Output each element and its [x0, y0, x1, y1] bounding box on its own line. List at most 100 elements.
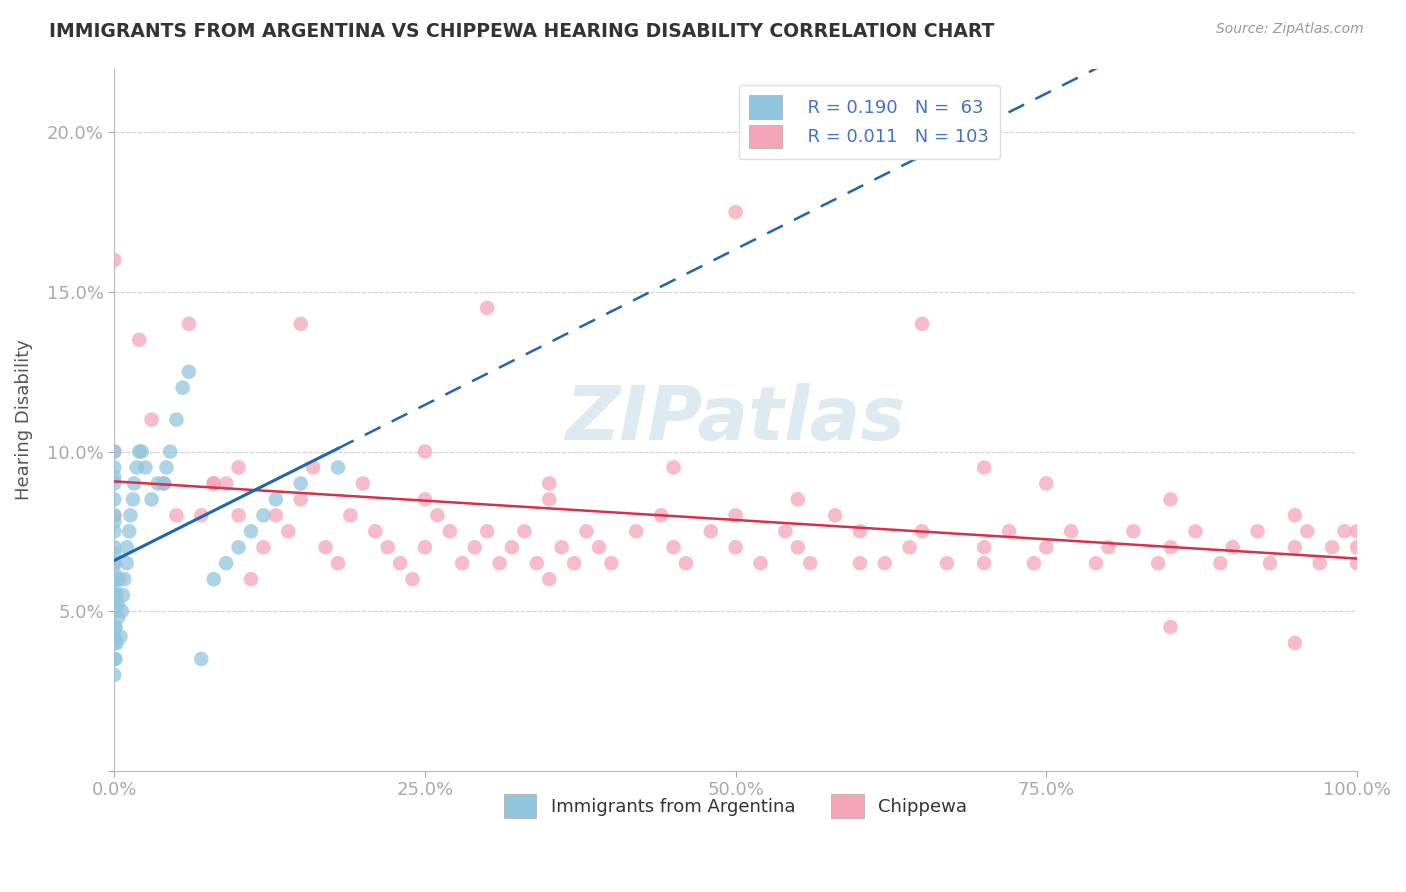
Point [105, 588, 128, 602]
Point [103, 630, 125, 644]
Point [103, 652, 125, 666]
Point [1258, 556, 1281, 570]
Point [155, 460, 177, 475]
Point [103, 444, 125, 458]
Point [122, 476, 145, 491]
Point [1060, 524, 1083, 539]
Point [339, 508, 361, 523]
Point [600, 556, 623, 570]
Point [401, 572, 423, 586]
Point [749, 556, 772, 570]
Point [799, 556, 821, 570]
Point [264, 492, 287, 507]
Point [177, 365, 200, 379]
Point [172, 381, 194, 395]
Point [1035, 541, 1057, 555]
Point [107, 610, 129, 624]
Point [1284, 541, 1306, 555]
Point [141, 492, 163, 507]
Point [513, 524, 536, 539]
Point [413, 541, 436, 555]
Point [103, 620, 125, 634]
Point [1022, 556, 1045, 570]
Point [1284, 508, 1306, 523]
Point [103, 578, 125, 592]
Point [103, 604, 125, 618]
Point [159, 444, 181, 458]
Point [103, 556, 125, 570]
Point [538, 492, 561, 507]
Point [1085, 556, 1108, 570]
Point [103, 588, 125, 602]
Point [1122, 524, 1144, 539]
Legend: Immigrants from Argentina, Chippewa: Immigrants from Argentina, Chippewa [496, 788, 974, 825]
Point [125, 460, 148, 475]
Point [103, 572, 125, 586]
Point [451, 556, 474, 570]
Point [662, 460, 685, 475]
Point [1160, 620, 1182, 634]
Point [1333, 524, 1355, 539]
Point [538, 476, 561, 491]
Point [108, 572, 131, 586]
Point [1346, 556, 1368, 570]
Point [103, 556, 125, 570]
Point [141, 412, 163, 426]
Point [228, 460, 250, 475]
Text: ZIPatlas: ZIPatlas [565, 383, 905, 456]
Point [277, 524, 299, 539]
Point [413, 444, 436, 458]
Point [240, 524, 263, 539]
Point [377, 541, 399, 555]
Point [103, 604, 125, 618]
Point [153, 476, 176, 491]
Point [202, 476, 225, 491]
Point [105, 636, 128, 650]
Point [103, 598, 125, 612]
Point [973, 556, 995, 570]
Point [973, 460, 995, 475]
Point [326, 460, 349, 475]
Point [103, 492, 125, 507]
Y-axis label: Hearing Disability: Hearing Disability [15, 339, 32, 500]
Point [252, 508, 274, 523]
Point [973, 541, 995, 555]
Point [177, 317, 200, 331]
Point [128, 333, 150, 347]
Point [202, 476, 225, 491]
Point [1284, 636, 1306, 650]
Point [103, 541, 125, 555]
Point [998, 524, 1021, 539]
Point [475, 524, 498, 539]
Point [252, 541, 274, 555]
Point [326, 556, 349, 570]
Point [824, 508, 846, 523]
Point [786, 492, 808, 507]
Point [103, 476, 125, 491]
Point [1097, 541, 1119, 555]
Point [103, 508, 125, 523]
Point [1296, 524, 1319, 539]
Point [103, 253, 125, 268]
Point [849, 524, 872, 539]
Point [103, 470, 125, 484]
Point [165, 412, 187, 426]
Point [128, 444, 150, 458]
Point [426, 508, 449, 523]
Point [488, 556, 510, 570]
Point [104, 572, 127, 586]
Point [626, 524, 648, 539]
Point [165, 508, 187, 523]
Point [475, 301, 498, 315]
Point [911, 317, 934, 331]
Point [104, 620, 127, 634]
Point [115, 556, 138, 570]
Point [302, 460, 325, 475]
Point [190, 652, 212, 666]
Point [228, 541, 250, 555]
Point [911, 524, 934, 539]
Point [575, 524, 598, 539]
Point [775, 524, 797, 539]
Point [104, 652, 127, 666]
Point [103, 636, 125, 650]
